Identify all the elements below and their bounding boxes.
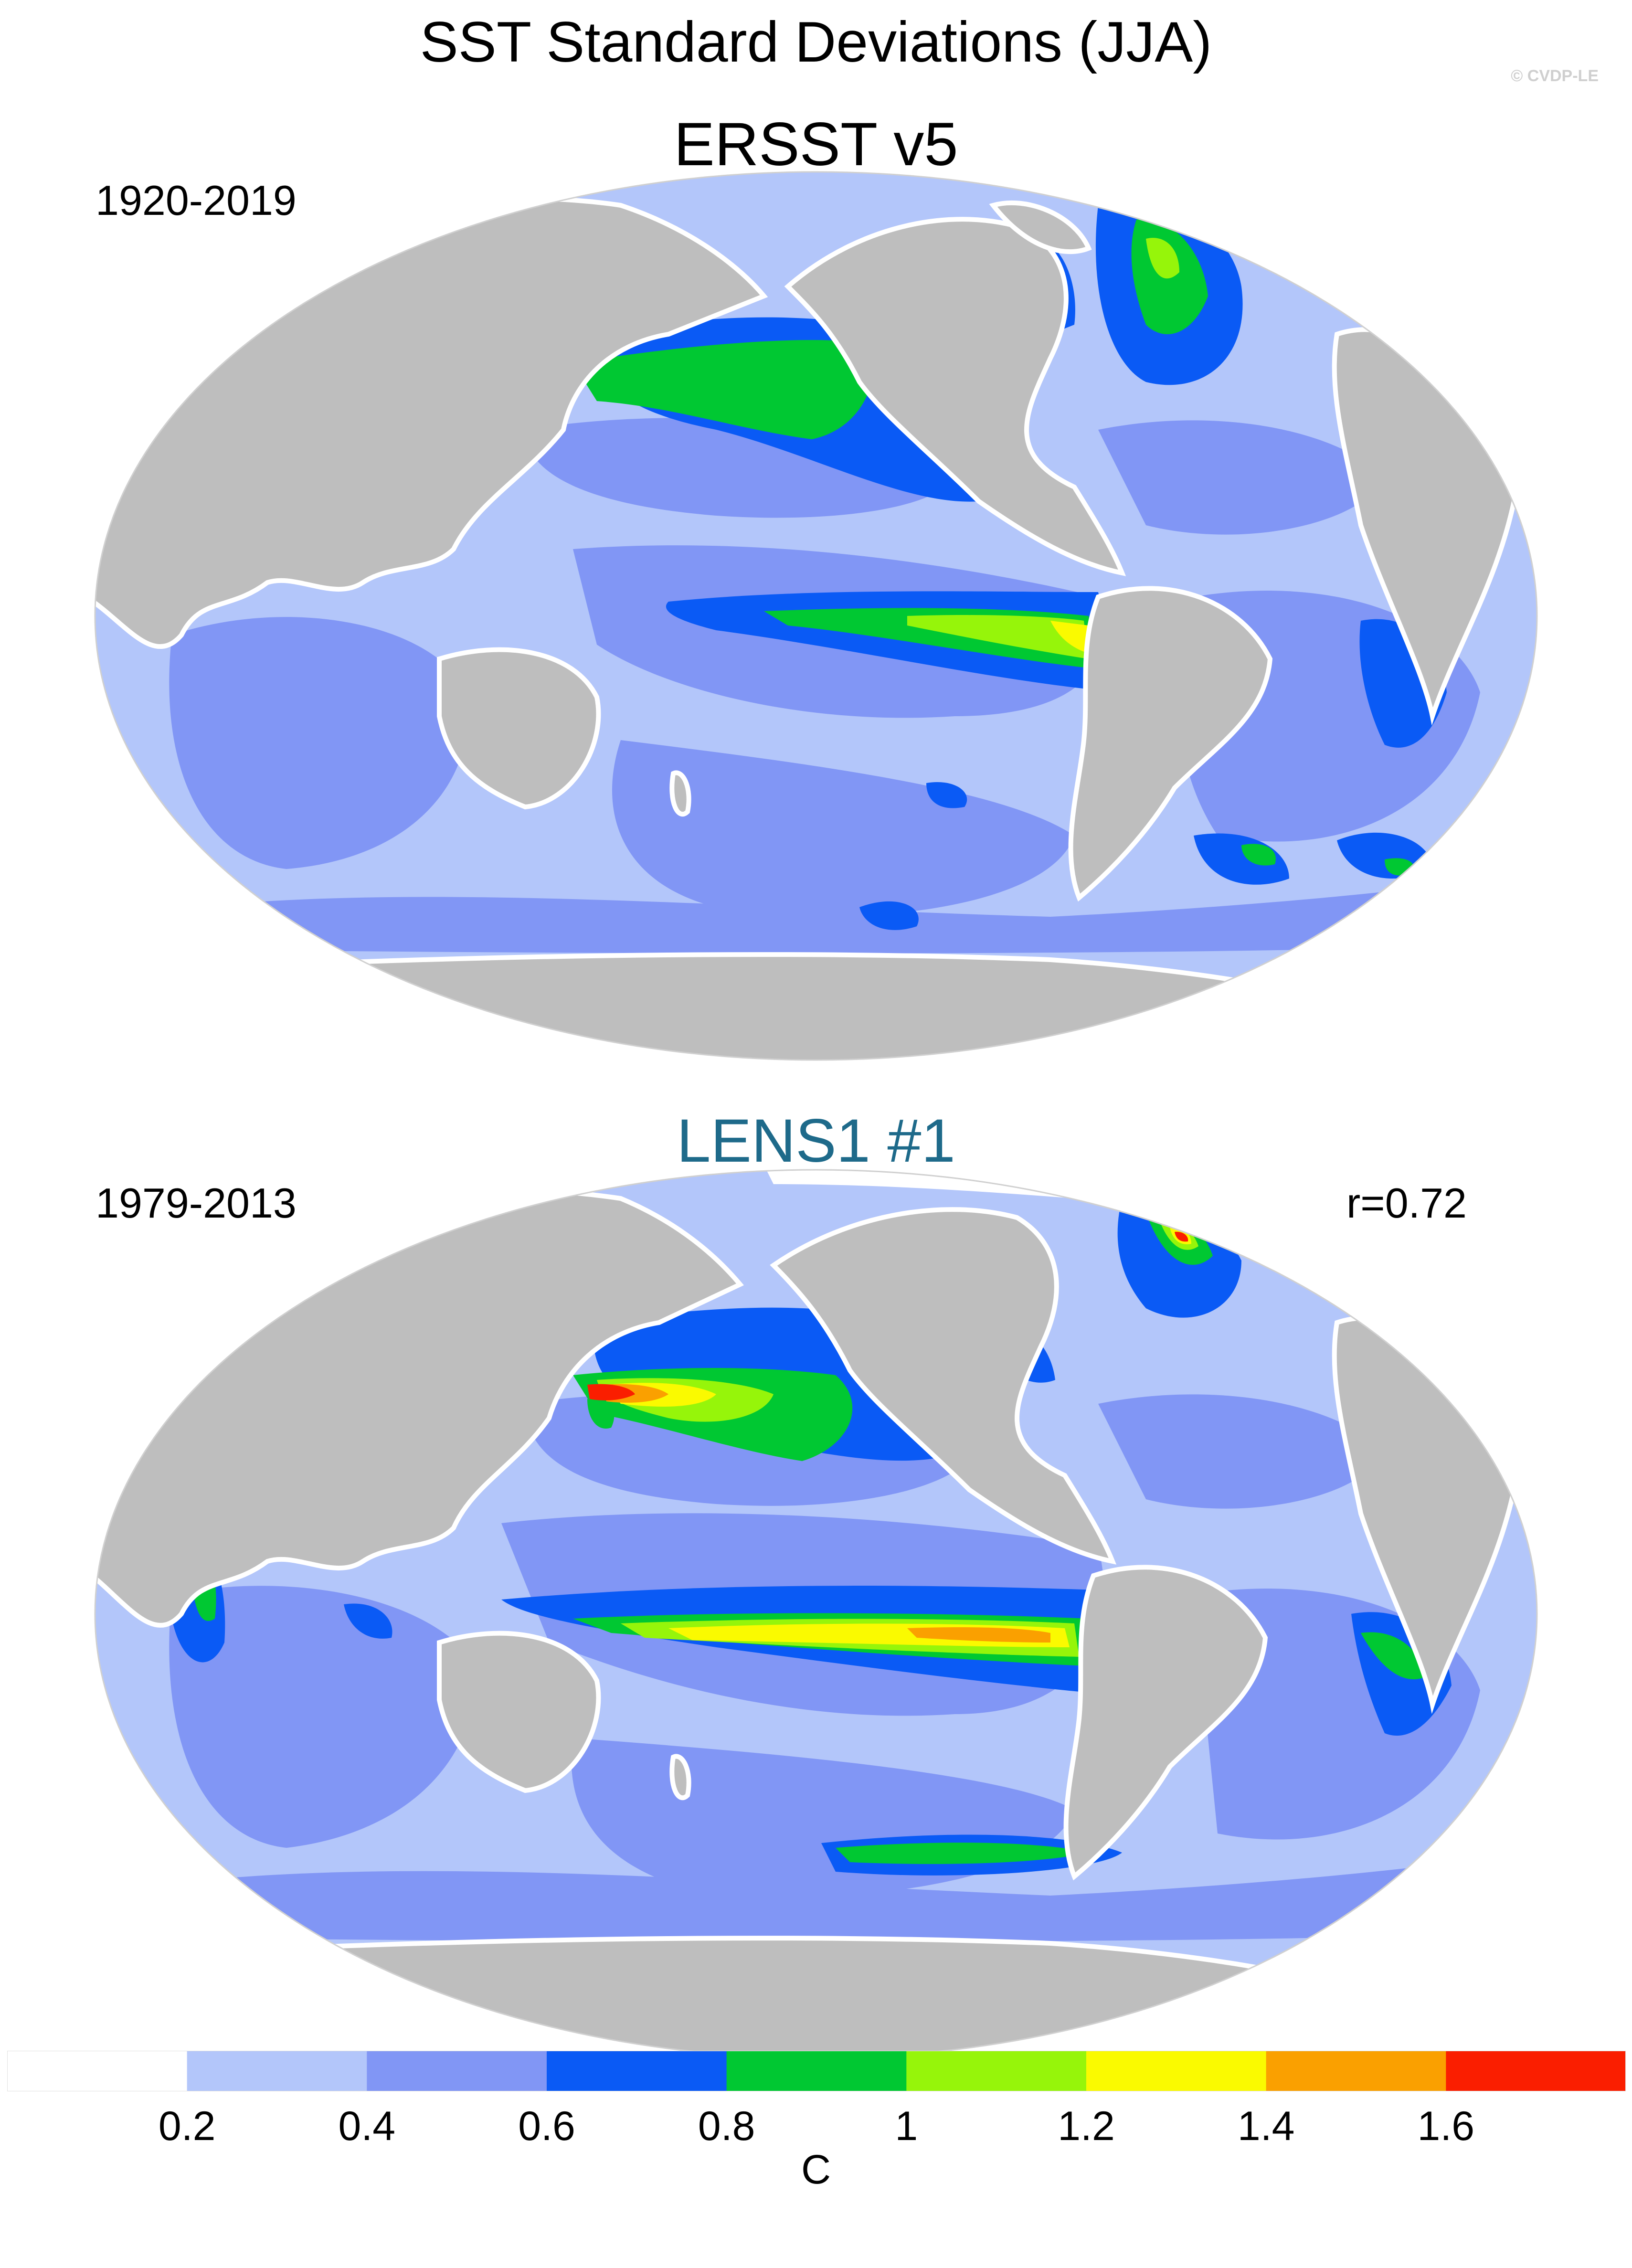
land [95,1170,1521,2058]
colorbar-tick-label: 1.6 [1417,2103,1475,2149]
colorbar-swatch [1086,2051,1267,2091]
period-label-top: 1920-2019 [95,177,297,224]
map-lens1 [94,1169,1538,2059]
sst-level-1.6 [587,1231,1188,1400]
sst-level-0.4 [169,418,1480,954]
period-label-bottom: 1979-2013 [95,1179,297,1227]
correlation-label: r=0.72 [1346,1179,1467,1227]
colorbar-unit: C [801,2147,831,2193]
sst-level-1.0 [907,238,1179,659]
colorbar-swatch [1446,2051,1626,2091]
colorbar-tick-label: 0.4 [338,2103,396,2149]
panel-title-bottom: LENS1 #1 [677,1107,955,1175]
panel-title-top: ERSST v5 [674,110,958,179]
map-ersst [94,171,1538,1061]
colorbar-swatch [7,2051,188,2091]
figure-title: SST Standard Deviations (JJA) [420,10,1212,74]
colorbar-tick-label: 1.4 [1237,2103,1295,2149]
colorbar-swatch [906,2051,1087,2091]
colorbar-swatch [187,2051,367,2091]
land [95,196,1521,1060]
colorbar-tick-label: 1 [895,2103,918,2149]
colorbar-swatch [1266,2051,1446,2091]
colorbar-tick-label: 1.2 [1058,2103,1115,2149]
colorbar [7,2051,1626,2091]
colorbar-swatch [547,2051,727,2091]
colorbar-swatch [726,2051,907,2091]
colorbar-tick-label: 0.8 [698,2103,755,2149]
colorbar-tick-label: 0.6 [518,2103,575,2149]
colorbar-tick-label: 0.2 [158,2103,216,2149]
sst-level-1.2 [1050,621,1091,654]
colorbar-swatch [367,2051,547,2091]
copyright-label: © CVDP-LE [1511,67,1599,85]
